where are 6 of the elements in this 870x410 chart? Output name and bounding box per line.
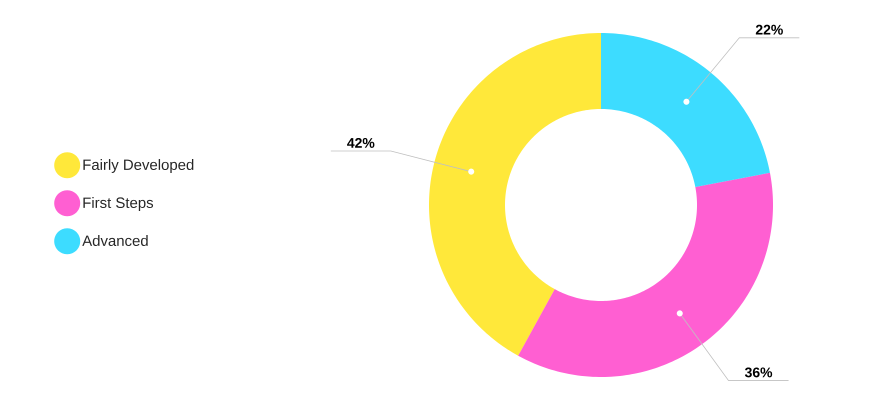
legend-label: Advanced	[82, 235, 148, 246]
data-label: 22%	[756, 24, 783, 35]
data-label: 36%	[744, 367, 772, 378]
data-label: 42%	[347, 138, 374, 148]
legend-label: First Steps	[83, 197, 154, 211]
legend-label: Fairly Developed	[83, 159, 194, 173]
